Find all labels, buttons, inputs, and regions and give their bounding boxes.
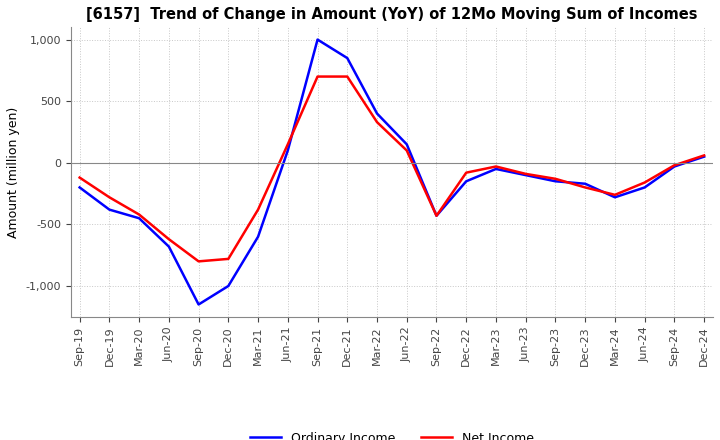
Ordinary Income: [700, 154, 708, 159]
Ordinary Income: [432, 213, 441, 218]
Net Income: [76, 175, 84, 180]
Ordinary Income: [135, 216, 143, 221]
Line: Net Income: Net Income: [80, 77, 704, 261]
Ordinary Income: [492, 166, 500, 172]
Net Income: [432, 213, 441, 218]
Net Income: [105, 194, 114, 200]
Net Income: [611, 192, 619, 198]
Net Income: [135, 212, 143, 217]
Ordinary Income: [670, 164, 679, 169]
Ordinary Income: [105, 207, 114, 212]
Ordinary Income: [521, 172, 530, 178]
Net Income: [521, 171, 530, 176]
Net Income: [402, 148, 411, 153]
Net Income: [581, 185, 590, 190]
Ordinary Income: [581, 181, 590, 187]
Net Income: [224, 256, 233, 261]
Legend: Ordinary Income, Net Income: Ordinary Income, Net Income: [245, 426, 539, 440]
Ordinary Income: [640, 185, 649, 190]
Ordinary Income: [373, 111, 382, 116]
Net Income: [492, 164, 500, 169]
Ordinary Income: [284, 148, 292, 153]
Title: [6157]  Trend of Change in Amount (YoY) of 12Mo Moving Sum of Incomes: [6157] Trend of Change in Amount (YoY) o…: [86, 7, 698, 22]
Ordinary Income: [551, 179, 559, 184]
Net Income: [551, 176, 559, 181]
Ordinary Income: [76, 185, 84, 190]
Y-axis label: Amount (million yen): Amount (million yen): [7, 106, 20, 238]
Net Income: [165, 237, 174, 242]
Net Income: [373, 120, 382, 125]
Ordinary Income: [165, 244, 174, 249]
Ordinary Income: [194, 302, 203, 307]
Net Income: [670, 163, 679, 168]
Net Income: [194, 259, 203, 264]
Net Income: [700, 153, 708, 158]
Net Income: [462, 170, 471, 175]
Net Income: [343, 74, 351, 79]
Net Income: [640, 180, 649, 185]
Net Income: [284, 142, 292, 147]
Net Income: [253, 207, 262, 212]
Ordinary Income: [253, 234, 262, 239]
Ordinary Income: [462, 179, 471, 184]
Net Income: [313, 74, 322, 79]
Line: Ordinary Income: Ordinary Income: [80, 40, 704, 304]
Ordinary Income: [611, 194, 619, 200]
Ordinary Income: [313, 37, 322, 42]
Ordinary Income: [343, 55, 351, 61]
Ordinary Income: [402, 142, 411, 147]
Ordinary Income: [224, 283, 233, 289]
